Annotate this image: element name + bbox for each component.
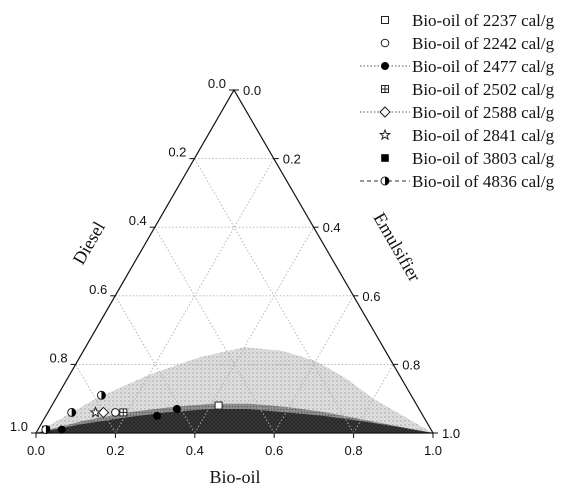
data-point: [96, 390, 106, 400]
legend-item: Bio-oil of 2237 cal/g: [381, 11, 555, 30]
bottom-tick-label: 0.2: [106, 443, 124, 458]
phase-regions: [36, 347, 433, 433]
right-tick-label: 0.8: [402, 357, 420, 372]
legend-label: Bio-oil of 3803 cal/g: [412, 149, 555, 168]
data-point: [172, 404, 181, 413]
triangle-axes: [34, 88, 435, 434]
legend-item: Bio-oil of 2841 cal/g: [378, 126, 555, 145]
bottom-tick-label: 0.4: [186, 443, 204, 458]
right-tick-label: 1.0: [442, 426, 460, 441]
legend-marker: [381, 154, 389, 162]
legend-item: Bio-oil of 2502 cal/g: [381, 80, 555, 99]
region-dark-crosshatch: [36, 409, 433, 433]
legend-marker: [381, 85, 389, 93]
data-point: [111, 408, 120, 417]
data-point: [153, 411, 162, 420]
legend-label: Bio-oil of 2502 cal/g: [412, 80, 555, 99]
legend-item: Bio-oil of 2588 cal/g: [360, 103, 555, 122]
data-point: [214, 401, 223, 410]
right-axis-title: Emulsifier: [370, 209, 425, 285]
left-tick-label: 0.0: [208, 76, 226, 91]
data-point: [89, 406, 102, 418]
left-tick-label: 0.4: [129, 213, 147, 228]
bottom-tick-label: 0.0: [27, 443, 45, 458]
grid-line-bio-oil: [194, 226, 314, 434]
legend-item: Bio-oil of 3803 cal/g: [381, 149, 555, 168]
data-point: [119, 408, 128, 417]
legend: Bio-oil of 2237 cal/g Bio-oil of 2242 cal…: [360, 11, 555, 191]
legend-label: Bio-oil of 2237 cal/g: [412, 11, 555, 30]
legend-label: Bio-oil of 2841 cal/g: [412, 126, 555, 145]
grid-lines: [75, 158, 394, 434]
legend-label: Bio-oil of 2588 cal/g: [412, 103, 555, 122]
legend-item: Bio-oil of 2477 cal/g: [360, 57, 555, 76]
right-tick-label: 0.0: [243, 83, 261, 98]
legend-item: Bio-oil of 4836 cal/g: [360, 172, 555, 191]
legend-item: Bio-oil of 2242 cal/g: [380, 34, 555, 53]
grid-line-diesel: [194, 158, 354, 434]
right-tick-label: 0.2: [283, 152, 301, 167]
left-tick-label: 0.2: [168, 145, 186, 160]
bottom-axis-title: Bio-oil: [209, 467, 260, 487]
data-point: [41, 425, 51, 435]
triangle-border: [34, 88, 435, 434]
legend-label: Bio-oil of 2477 cal/g: [412, 57, 555, 76]
legend-marker: [380, 38, 390, 48]
left-tick-label: 0.8: [50, 350, 68, 365]
legend-marker: [381, 62, 389, 70]
right-tick-label: 0.6: [362, 289, 380, 304]
grid-line-diesel: [154, 226, 275, 434]
bottom-tick-label: 0.8: [345, 443, 363, 458]
legend-label: Bio-oil of 2242 cal/g: [412, 34, 555, 53]
grid-line-bio-oil: [353, 364, 394, 434]
left-tick-label: 1.0: [10, 419, 28, 434]
bottom-tick-label: 1.0: [424, 443, 442, 458]
bottom-tick-label: 0.6: [265, 443, 283, 458]
left-axis-title: Diesel: [69, 218, 109, 268]
data-points: [41, 390, 223, 435]
legend-marker: [378, 128, 392, 141]
data-point: [67, 407, 77, 417]
legend-label: Bio-oil of 4836 cal/g: [412, 172, 555, 191]
data-point: [57, 425, 66, 434]
grid-line-diesel: [75, 364, 116, 434]
legend-marker: [379, 106, 391, 118]
right-tick-label: 0.4: [323, 220, 341, 235]
left-tick-label: 0.6: [89, 282, 107, 297]
axis-ticks: 0.0 0.0 1.0 0.2 0.2 0.8 0.4 0.4 0.6 0.6 0.6 0.4 0.8 0…: [10, 76, 460, 458]
legend-marker: [381, 16, 389, 24]
legend-marker: [380, 176, 390, 186]
